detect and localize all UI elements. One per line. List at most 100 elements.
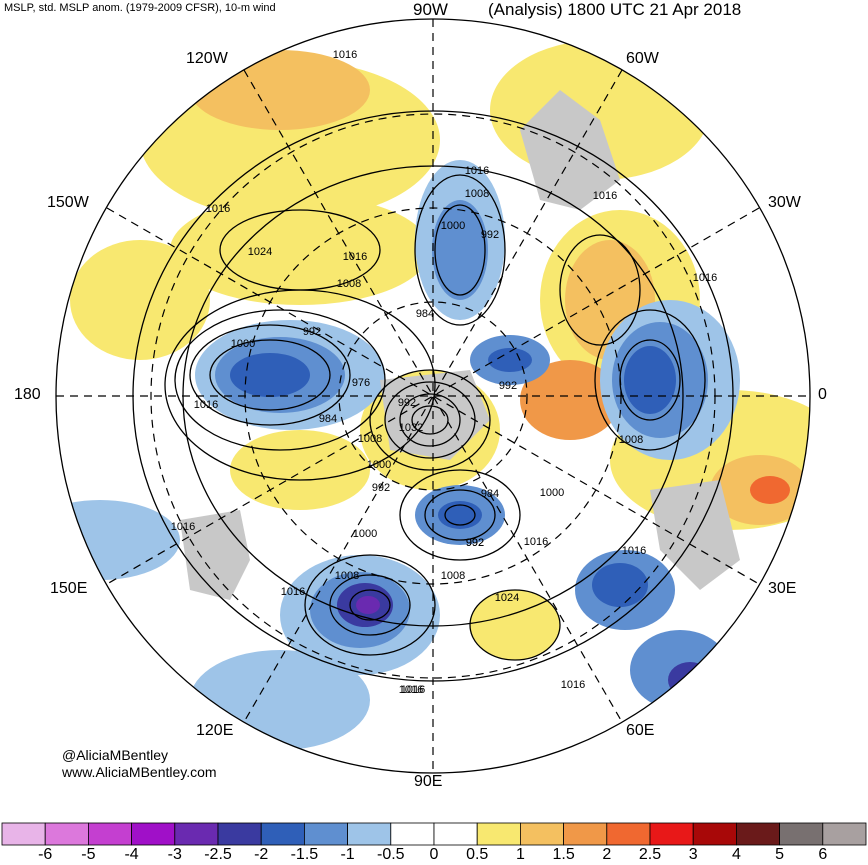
colorbar-swatch bbox=[131, 822, 176, 846]
colorbar-tick-label: -4 bbox=[124, 846, 139, 863]
colorbar-swatch bbox=[217, 822, 262, 846]
lon-label-0: 0 bbox=[818, 386, 827, 403]
isobar-label: 976 bbox=[352, 377, 370, 389]
colorbar-tick-label: 1 bbox=[515, 846, 525, 863]
positive-anomaly-region bbox=[170, 195, 430, 305]
colorbar-swatch bbox=[779, 822, 824, 846]
isobar-label: 1016 bbox=[693, 272, 717, 284]
isobar-label: 1008 bbox=[619, 434, 643, 446]
lon-label-30e: 30E bbox=[768, 580, 797, 597]
colorbar-swatch bbox=[649, 822, 694, 846]
isobar-label: 1000 bbox=[441, 220, 465, 232]
lon-label-150w: 150W bbox=[47, 194, 89, 211]
colorbar-swatch bbox=[174, 822, 219, 846]
colorbar-tick-label: 2 bbox=[602, 846, 612, 863]
isobar-label: 1024 bbox=[495, 592, 519, 604]
isobar-label: 1016 bbox=[399, 684, 423, 696]
isobar-label: 1008 bbox=[358, 433, 382, 445]
isobar-label: 1000 bbox=[367, 459, 391, 471]
isobar-label: 984 bbox=[416, 308, 434, 320]
graticule bbox=[56, 19, 810, 773]
lon-label-120w: 120W bbox=[186, 50, 228, 67]
isobar-label: 984 bbox=[481, 488, 499, 500]
isobar-label: 1016 bbox=[206, 203, 230, 215]
isobar-label: 992 bbox=[398, 397, 416, 409]
colorbar-swatch bbox=[433, 822, 478, 846]
isobar-label: 1016 bbox=[561, 679, 585, 691]
isobar-label: 992 bbox=[303, 326, 321, 338]
colorbar-swatch bbox=[390, 822, 435, 846]
credit-website: www.AliciaMBentley.com bbox=[62, 764, 217, 780]
colorbar-tick-label: 1.5 bbox=[552, 846, 575, 863]
colorbar-swatch bbox=[303, 822, 348, 846]
isobar-label: 1016 bbox=[622, 545, 646, 557]
colorbar-swatch bbox=[736, 822, 781, 846]
isobar-label: 1016 bbox=[333, 49, 357, 61]
colorbar-swatch bbox=[822, 822, 867, 846]
isobar-label: 992 bbox=[499, 380, 517, 392]
isobar-label: 1008 bbox=[441, 570, 465, 582]
credit-twitter: @AliciaMBentley bbox=[62, 747, 169, 763]
isobar-label: 1016 bbox=[281, 586, 305, 598]
colorbar-tick-label: -1 bbox=[340, 846, 355, 863]
lon-label-90e: 90E bbox=[414, 773, 443, 790]
isobar-label: 1016 bbox=[593, 190, 617, 202]
colorbar-tick-label: 5 bbox=[775, 846, 785, 863]
isobar-label: 992 bbox=[481, 229, 499, 241]
colorbar-tick-label: 2.5 bbox=[638, 846, 662, 863]
colorbar-tick-label: 4 bbox=[731, 846, 741, 863]
colorbar-swatch bbox=[88, 822, 133, 846]
isobar-label: 984 bbox=[319, 413, 337, 425]
isobar-label: 1016 bbox=[524, 536, 548, 548]
map-boundary bbox=[55, 18, 811, 774]
colorbar-swatch bbox=[606, 822, 651, 846]
colorbar-tick-label: 0.5 bbox=[466, 846, 489, 863]
isobar-label: 1024 bbox=[248, 246, 272, 258]
colorbar-tick-label: -0.5 bbox=[377, 846, 405, 863]
colorbar-tick-label: -5 bbox=[81, 846, 96, 863]
isobar-label: 1008 bbox=[465, 188, 489, 200]
colorbar-tick-label: 0 bbox=[429, 846, 439, 863]
map-disk bbox=[56, 19, 810, 773]
colorbar-swatch bbox=[520, 822, 565, 846]
lon-label-180: 180 bbox=[14, 386, 41, 403]
lon-label-90w: 90W bbox=[413, 0, 448, 19]
isobar-label: 1016 bbox=[401, 684, 425, 696]
colorbar-swatch bbox=[563, 822, 608, 846]
isobar-label: 1008 bbox=[335, 570, 359, 582]
lon-label-30w: 30W bbox=[768, 194, 801, 211]
isobar-labels: 1016 1016 1016 1024 1016 1008 1016 1008 … bbox=[171, 49, 717, 696]
colorbar-tick-label: -2 bbox=[254, 846, 269, 863]
isobar-label: 1032 bbox=[399, 422, 423, 434]
colorbar-tick-label: -6 bbox=[38, 846, 53, 863]
colorbar-swatch bbox=[476, 822, 521, 846]
lon-label-60e: 60E bbox=[626, 722, 655, 739]
colorbar-tick-label: -3 bbox=[167, 846, 182, 863]
isobar-label: 1000 bbox=[231, 338, 255, 350]
colorbar-tick-label: 6 bbox=[818, 846, 828, 863]
colorbar-tick-label: -1.5 bbox=[290, 846, 319, 863]
isobar-label: 1000 bbox=[353, 528, 377, 540]
isobar-label: 992 bbox=[372, 482, 390, 494]
colorbar-swatch bbox=[692, 822, 737, 846]
isobar-label: 1016 bbox=[465, 165, 489, 177]
isobar-label: 1016 bbox=[343, 251, 367, 263]
lon-label-60w: 60W bbox=[626, 50, 659, 67]
analysis-time: (Analysis) 1800 UTC 21 Apr 2018 bbox=[488, 0, 742, 19]
colorbar-swatch bbox=[44, 822, 89, 846]
colorbar-tick-label: 3 bbox=[688, 846, 698, 863]
colorbar-swatch bbox=[347, 822, 392, 846]
polar-map: 1016 1016 1016 1024 1016 1008 1016 1008 … bbox=[55, 18, 811, 774]
isobar-label: 1008 bbox=[337, 278, 361, 290]
map-description: MSLP, std. MSLP anom. (1979-2009 CFSR), … bbox=[4, 2, 276, 14]
colorbar-swatch bbox=[260, 822, 305, 846]
colorbar-tick-label: -2.5 bbox=[204, 846, 232, 863]
colorbar bbox=[1, 822, 867, 846]
lon-label-120e: 120E bbox=[196, 722, 234, 739]
lon-label-150e: 150E bbox=[50, 580, 88, 597]
isobar-label: 1000 bbox=[540, 487, 564, 499]
isobar-label: 992 bbox=[466, 537, 484, 549]
colorbar-swatch bbox=[1, 822, 46, 846]
isobar-label: 1016 bbox=[194, 399, 218, 411]
isobar-label: 992 bbox=[466, 537, 484, 549]
